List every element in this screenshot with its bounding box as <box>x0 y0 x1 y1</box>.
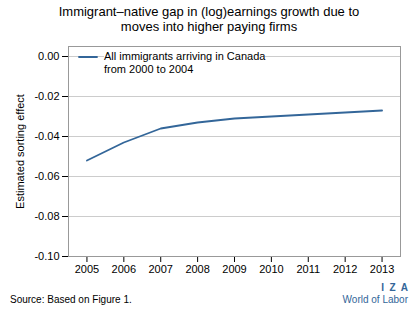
html-text:World of Labor: World of Labor <box>342 294 408 305</box>
svg-text:2005: 2005 <box>75 263 99 275</box>
svg-text:2013: 2013 <box>370 263 394 275</box>
svg-text:-0.02: -0.02 <box>34 90 59 102</box>
html-text:Source: Based on Figure 1.: Source: Based on Figure 1. <box>10 294 132 305</box>
svg-text:-0.10: -0.10 <box>34 250 59 262</box>
svg-text:2010: 2010 <box>259 263 283 275</box>
svg-text:-0.04: -0.04 <box>34 130 59 142</box>
svg-text:2007: 2007 <box>148 263 172 275</box>
html-text:All immigrants arriving in Can: All immigrants arriving in Canada from 2… <box>104 50 266 75</box>
html-text:I Z A: I Z A <box>381 282 408 293</box>
svg-text:0.00: 0.00 <box>38 50 59 62</box>
svg-text:-0.08: -0.08 <box>34 210 59 222</box>
svg-text:2011: 2011 <box>296 263 320 275</box>
svg-text:Estimated sorting effect: Estimated sorting effect <box>14 94 26 209</box>
svg-text:2006: 2006 <box>112 263 136 275</box>
svg-text:-0.06: -0.06 <box>34 170 59 182</box>
html-text:Immigrant–native gap in (log)e: Immigrant–native gap in (log)earnings gr… <box>58 4 360 34</box>
svg-text:2008: 2008 <box>185 263 209 275</box>
svg-text:2009: 2009 <box>222 263 246 275</box>
svg-text:2012: 2012 <box>333 263 357 275</box>
